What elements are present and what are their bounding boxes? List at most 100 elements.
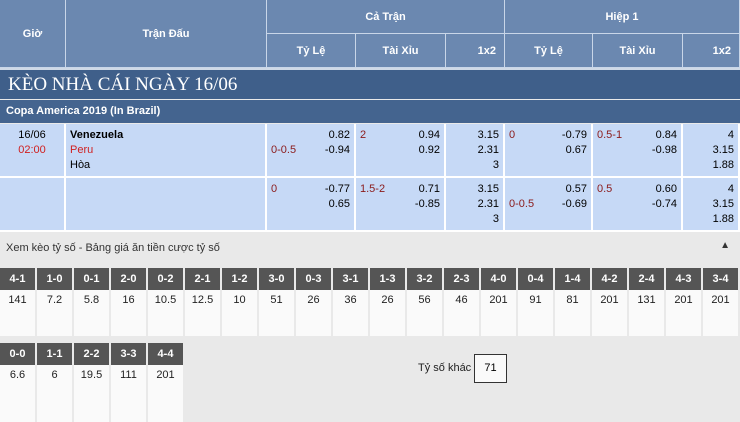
odds-value[interactable]: 0.82 (328, 129, 350, 141)
correct-score-title[interactable]: Xem kèo tỷ số - Bảng giá ăn tiền cược tỷ… (6, 242, 220, 254)
line-label: 0 (271, 183, 278, 195)
score-odds: 91 (518, 290, 553, 336)
score-cell[interactable]: 3-3 111 (111, 343, 148, 422)
header-half-over-under: Tài Xỉu (593, 34, 683, 68)
empty-cell (66, 178, 267, 232)
score-cell[interactable]: 1-0 7.2 (37, 268, 74, 336)
header-half-handicap: Tỷ Lệ (505, 34, 593, 68)
header-first-half: Hiệp 1 (505, 0, 740, 34)
odds-value[interactable]: -0.79 (561, 129, 587, 141)
odds-h-hdp[interactable]: 0.57 -0.69 0-0.5 (505, 178, 593, 232)
odds-value[interactable]: -0.69 (561, 198, 587, 210)
odds-value[interactable]: 0.57 (565, 183, 587, 195)
score-label: 0-4 (518, 268, 553, 290)
odds-value[interactable]: 0.60 (655, 183, 677, 195)
score-label: 4-3 (666, 268, 701, 290)
score-cell[interactable]: 4-4 201 (148, 343, 185, 422)
draw-label: Hòa (70, 159, 91, 171)
odds-value[interactable]: 0.84 (655, 129, 677, 141)
score-odds: 201 (481, 290, 516, 336)
score-cell[interactable]: 1-4 81 (555, 268, 592, 336)
odds-value[interactable]: 0.92 (418, 144, 440, 156)
score-odds: 201 (592, 290, 627, 336)
odds-value: 1.88 (712, 213, 734, 225)
odds-value: 2.31 (477, 198, 499, 210)
score-cell[interactable]: 4-2 201 (592, 268, 629, 336)
score-odds: 141 (0, 290, 35, 336)
other-score-value[interactable]: 71 (474, 354, 507, 383)
score-cell[interactable]: 0-4 91 (518, 268, 555, 336)
odds-hdp[interactable]: -0.77 0.65 0 (267, 178, 356, 232)
score-cell[interactable]: 0-2 10.5 (148, 268, 185, 336)
odds-h-ou[interactable]: 0.84 -0.98 0.5-1 (593, 124, 683, 178)
odds-value[interactable]: 0.71 (418, 183, 440, 195)
score-cell[interactable]: 3-0 51 (259, 268, 296, 336)
score-cell[interactable]: 3-4 201 (703, 268, 740, 336)
line-label: 0.5-1 (597, 129, 623, 141)
score-label: 2-0 (111, 268, 146, 290)
header-over-under: Tài Xỉu (356, 34, 446, 68)
score-cell[interactable]: 2-1 12.5 (185, 268, 222, 336)
odds-ou[interactable]: 0.71 -0.85 1.5-2 (356, 178, 446, 232)
odds-value[interactable]: -0.74 (651, 198, 677, 210)
odds-hdp[interactable]: 0.82 -0.94 0-0.5 (267, 124, 356, 178)
score-odds: 5.8 (74, 290, 109, 336)
score-cell[interactable]: 3-1 36 (333, 268, 370, 336)
odds-value[interactable]: 0.67 (565, 144, 587, 156)
odds-h-x12[interactable]: 4 3.15 1.88 (683, 178, 740, 232)
score-cell[interactable]: 4-3 201 (666, 268, 703, 336)
score-odds: 201 (703, 290, 738, 336)
header-half-1x2: 1x2 (683, 34, 740, 68)
odds-value: 2.31 (477, 144, 499, 156)
score-odds: 26 (370, 290, 405, 336)
score-odds: 111 (111, 365, 146, 422)
score-cell[interactable]: 1-3 26 (370, 268, 407, 336)
score-cell[interactable]: 4-1 141 (0, 268, 37, 336)
odds-h-hdp[interactable]: -0.79 0.67 0 (505, 124, 593, 178)
odds-value[interactable]: 0.65 (328, 198, 350, 210)
odds-ou[interactable]: 0.94 0.92 2 (356, 124, 446, 178)
score-odds: 36 (333, 290, 368, 336)
score-label: 1-1 (37, 343, 72, 365)
score-cell[interactable]: 3-2 56 (407, 268, 444, 336)
match-teams[interactable]: Venezuela Peru Hòa (66, 124, 267, 178)
empty-cell (0, 178, 66, 232)
score-cell[interactable]: 2-3 46 (444, 268, 481, 336)
score-odds: 6 (37, 365, 72, 422)
score-cell[interactable]: 0-0 6.6 (0, 343, 37, 422)
odds-value[interactable]: -0.85 (414, 198, 440, 210)
league-name[interactable]: Copa America 2019 (In Brazil) (0, 100, 740, 123)
score-label: 3-1 (333, 268, 368, 290)
page-title: KÈO NHÀ CÁI NGÀY 16/06 (0, 68, 740, 99)
away-team: Peru (70, 144, 94, 156)
collapse-arrow-icon[interactable]: ▲ (720, 240, 730, 251)
score-cell[interactable]: 1-2 10 (222, 268, 259, 336)
score-label: 4-1 (0, 268, 35, 290)
score-cell[interactable]: 4-0 201 (481, 268, 518, 336)
score-cell[interactable]: 2-4 131 (629, 268, 666, 336)
score-odds: 201 (666, 290, 701, 336)
score-label: 2-2 (74, 343, 109, 365)
match-date: 16/06 (18, 129, 46, 141)
odds-value[interactable]: -0.77 (324, 183, 350, 195)
score-cell[interactable]: 1-1 6 (37, 343, 74, 422)
odds-value[interactable]: 0.94 (418, 129, 440, 141)
line-label: 2 (360, 129, 367, 141)
score-cell[interactable]: 2-2 19.5 (74, 343, 111, 422)
line-label: 1.5-2 (360, 183, 386, 195)
odds-h-ou[interactable]: 0.60 -0.74 0.5 (593, 178, 683, 232)
odds-h-x12[interactable]: 4 3.15 1.88 (683, 124, 740, 178)
other-score-label: Tỷ số khác (418, 362, 472, 374)
score-cell[interactable]: 0-1 5.8 (74, 268, 111, 336)
odds-value[interactable]: -0.98 (651, 144, 677, 156)
score-cell[interactable]: 0-3 26 (296, 268, 333, 336)
odds-value[interactable]: -0.94 (324, 144, 350, 156)
score-label: 1-4 (555, 268, 590, 290)
score-cell[interactable]: 2-0 16 (111, 268, 148, 336)
odds-x12[interactable]: 3.15 2.31 3 (446, 124, 505, 178)
odds-x12[interactable]: 3.15 2.31 3 (446, 178, 505, 232)
score-label: 3-2 (407, 268, 442, 290)
line-label: 0-0.5 (271, 144, 297, 156)
score-label: 2-4 (629, 268, 664, 290)
header-full-match: Cả Trận (267, 0, 505, 34)
